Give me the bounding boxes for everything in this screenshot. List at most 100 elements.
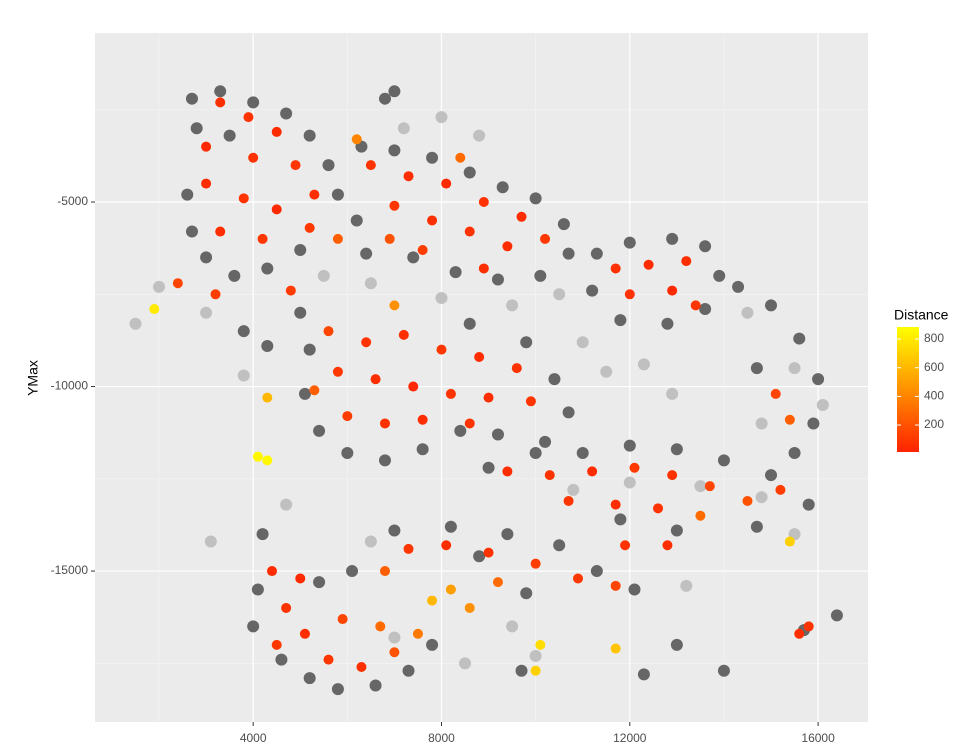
point xyxy=(653,503,664,514)
point xyxy=(623,476,636,489)
point xyxy=(506,299,519,312)
point xyxy=(416,443,429,456)
point xyxy=(520,336,533,349)
point xyxy=(215,226,226,237)
point xyxy=(402,664,415,677)
point xyxy=(281,602,292,613)
point xyxy=(590,565,603,578)
point xyxy=(482,461,495,474)
point xyxy=(520,587,533,600)
point xyxy=(539,435,552,448)
point xyxy=(681,256,692,267)
point xyxy=(637,668,650,681)
point xyxy=(586,284,599,297)
point xyxy=(294,306,307,319)
point xyxy=(129,317,142,330)
point xyxy=(464,418,475,429)
point xyxy=(228,269,241,282)
point xyxy=(464,226,475,237)
point xyxy=(553,288,566,301)
point xyxy=(473,550,486,563)
point xyxy=(666,387,679,400)
point xyxy=(299,628,310,639)
point xyxy=(600,365,613,378)
point xyxy=(378,454,391,467)
point xyxy=(449,266,462,279)
point xyxy=(576,336,589,349)
point xyxy=(732,280,745,293)
point xyxy=(610,643,621,654)
point xyxy=(803,621,814,632)
point xyxy=(614,513,627,526)
point xyxy=(704,481,715,492)
point xyxy=(563,495,574,506)
point xyxy=(397,122,410,135)
point xyxy=(812,373,825,386)
point xyxy=(356,662,367,673)
point xyxy=(204,535,217,548)
point xyxy=(610,263,621,274)
point xyxy=(351,134,362,145)
point xyxy=(553,539,566,552)
point xyxy=(629,462,640,473)
point xyxy=(375,621,386,632)
point xyxy=(501,528,514,541)
point xyxy=(342,411,353,422)
point xyxy=(237,325,250,338)
point xyxy=(271,126,282,137)
legend-title: Distance xyxy=(894,307,949,323)
x-tick-label: 16000 xyxy=(801,731,835,745)
point xyxy=(502,241,513,252)
point xyxy=(389,200,400,211)
point xyxy=(473,129,486,142)
point xyxy=(361,337,372,348)
point xyxy=(303,129,316,142)
point xyxy=(223,129,236,142)
point xyxy=(717,664,730,677)
point xyxy=(364,277,377,290)
point xyxy=(670,443,683,456)
point xyxy=(384,233,395,244)
point xyxy=(515,664,528,677)
point xyxy=(261,262,274,275)
point xyxy=(624,289,635,300)
point xyxy=(271,639,282,650)
point xyxy=(388,85,401,98)
point xyxy=(313,576,326,589)
point xyxy=(670,524,683,537)
point xyxy=(252,451,263,462)
point xyxy=(304,222,315,233)
point xyxy=(694,480,707,493)
point xyxy=(303,672,316,685)
point xyxy=(770,388,781,399)
point xyxy=(666,232,679,245)
point xyxy=(378,92,391,105)
point xyxy=(398,329,409,340)
point xyxy=(628,583,641,596)
point xyxy=(463,317,476,330)
point xyxy=(667,470,678,481)
grid xyxy=(95,33,868,722)
point xyxy=(332,366,343,377)
point xyxy=(643,259,654,270)
point xyxy=(309,189,320,200)
point xyxy=(298,387,311,400)
point xyxy=(444,520,457,533)
point xyxy=(557,218,570,231)
point xyxy=(403,543,414,554)
point xyxy=(201,178,212,189)
colorbar-label: 200 xyxy=(924,417,944,431)
point xyxy=(280,498,293,511)
y-axis-title: YMax xyxy=(25,360,41,396)
point xyxy=(544,470,555,481)
point xyxy=(243,112,254,123)
point xyxy=(530,558,541,569)
point xyxy=(407,251,420,264)
point xyxy=(238,193,249,204)
colorbar-label: 800 xyxy=(924,331,944,345)
point xyxy=(610,580,621,591)
point xyxy=(529,446,542,459)
point xyxy=(784,414,795,425)
point xyxy=(280,107,293,120)
